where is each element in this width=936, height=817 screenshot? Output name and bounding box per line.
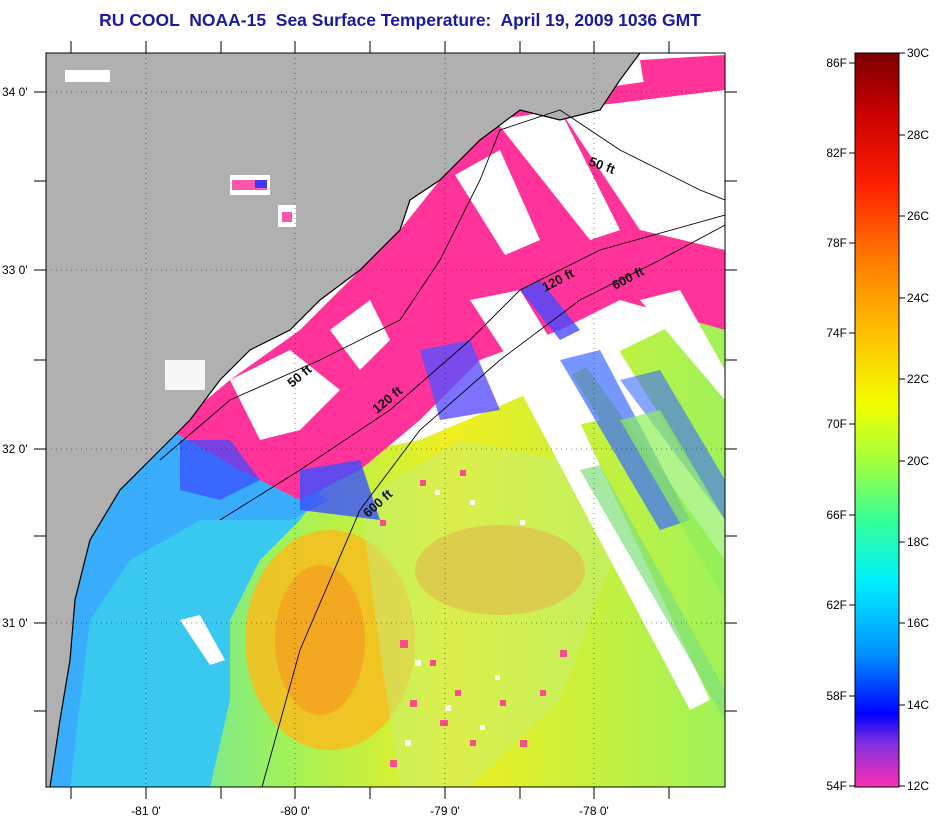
lon-label-81: -81 0' <box>131 804 161 817</box>
colorbar-f-74: 74F <box>826 326 847 340</box>
colorbar-f-54: 54F <box>826 779 847 793</box>
colorbar-f-86: 86F <box>826 56 847 70</box>
lon-label-78: -78 0' <box>579 804 609 817</box>
colorbar-c-22: 22C <box>907 372 929 386</box>
colorbar-f-70: 70F <box>826 417 847 431</box>
map-title: RU COOL NOAA-15 Sea Surface Temperature:… <box>99 10 701 30</box>
colorbar-c-20: 20C <box>907 454 929 468</box>
lat-label-31: 31 0' <box>2 616 28 630</box>
colorbar-f-78: 78F <box>826 236 847 250</box>
lat-label-33: 33 0' <box>2 263 28 277</box>
colorbar-c-12: 12C <box>907 779 929 793</box>
colorbar-c-26: 26C <box>907 209 929 223</box>
lat-label-34: 34 0' <box>2 85 28 99</box>
colorbar-c-24: 24C <box>907 291 929 305</box>
colorbar-c-30: 30C <box>907 46 929 60</box>
lon-label-79: -79 0' <box>430 804 460 817</box>
lon-label-80: -80 0' <box>280 804 310 817</box>
colorbar-f-66: 66F <box>826 508 847 522</box>
map-frame <box>45 52 726 788</box>
lat-label-32: 32 0' <box>2 442 28 456</box>
colorbar-f-58: 58F <box>826 689 847 703</box>
axis-ticks <box>34 41 737 799</box>
map-raster: 50 ft 120 ft 600 ft 50 ft 120 ft 600 ft <box>46 53 725 787</box>
colorbar-f-62: 62F <box>826 598 847 612</box>
colorbar-c-28: 28C <box>907 128 929 142</box>
colorbar-c-16: 16C <box>907 616 929 630</box>
colorbar-f-82: 82F <box>826 146 847 160</box>
colorbar-ramp <box>854 52 900 788</box>
colorbar-c-18: 18C <box>907 535 929 549</box>
colorbar-c-14: 14C <box>907 698 929 712</box>
